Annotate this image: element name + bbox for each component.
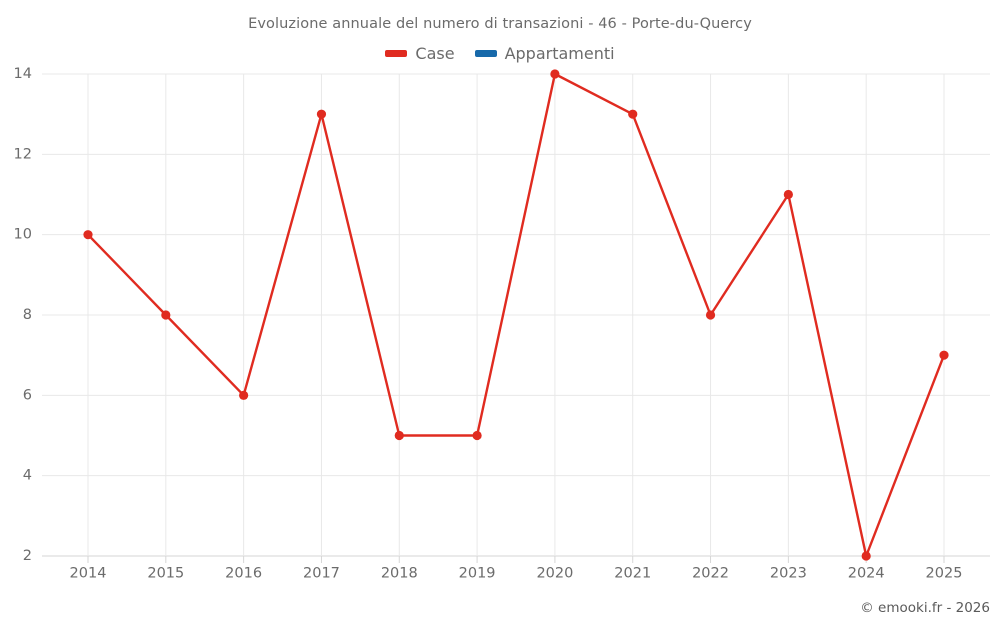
x-axis-tick-label: 2021 [614,566,651,582]
data-point-marker[interactable] [239,390,249,400]
data-point-marker[interactable] [472,430,482,441]
data-point-marker[interactable] [83,230,93,240]
x-axis-tick-label: 2014 [70,566,107,582]
x-axis-tick-label: 2018 [381,566,418,582]
data-point-marker[interactable] [939,350,949,360]
x-axis-tick-label: 2020 [536,566,573,582]
series-line-case [86,72,946,558]
legend-item-case[interactable]: Case [385,44,455,63]
x-axis-tick-label: 2019 [459,566,496,582]
y-axis-tick-label: 4 [23,468,32,484]
data-point-marker[interactable] [783,189,793,200]
x-axis-tick-label: 2025 [926,566,963,582]
data-point-marker[interactable] [861,551,871,561]
legend-swatch-appartamenti [474,50,497,57]
chart-title: Evoluzione annuale del numero di transaz… [248,16,752,32]
legend-swatch-case [385,50,408,57]
x-axis-tick-label: 2023 [770,566,807,582]
legend-label-appartamenti: Appartamenti [504,44,615,63]
data-point-marker[interactable] [161,310,171,320]
chart-legend: Case Appartamenti [0,44,1000,63]
x-axis-tick-label: 2024 [848,566,885,582]
data-point-marker[interactable] [394,430,404,441]
x-axis-tick-label: 2022 [692,566,729,582]
x-axis-tick-label: 2017 [303,566,340,582]
legend-label-case: Case [415,44,455,63]
x-axis-tick-label: 2016 [225,566,262,582]
legend-item-appartamenti[interactable]: Appartamenti [474,44,615,63]
y-axis-tick-label: 10 [14,227,32,243]
y-axis-tick-label: 8 [23,307,32,323]
x-axis-tick-label: 2015 [147,566,184,582]
y-axis-tick-label: 12 [14,146,32,162]
y-axis-tick-label: 6 [23,387,32,403]
footer-credit: © emooki.fr - 2026 [860,600,990,616]
data-point-marker[interactable] [550,69,560,79]
data-point-marker[interactable] [628,109,638,119]
y-axis-tick-label: 2 [23,548,32,564]
y-axis-tick-label: 14 [14,66,32,82]
data-point-marker[interactable] [316,109,327,119]
data-point-marker[interactable] [705,310,716,320]
